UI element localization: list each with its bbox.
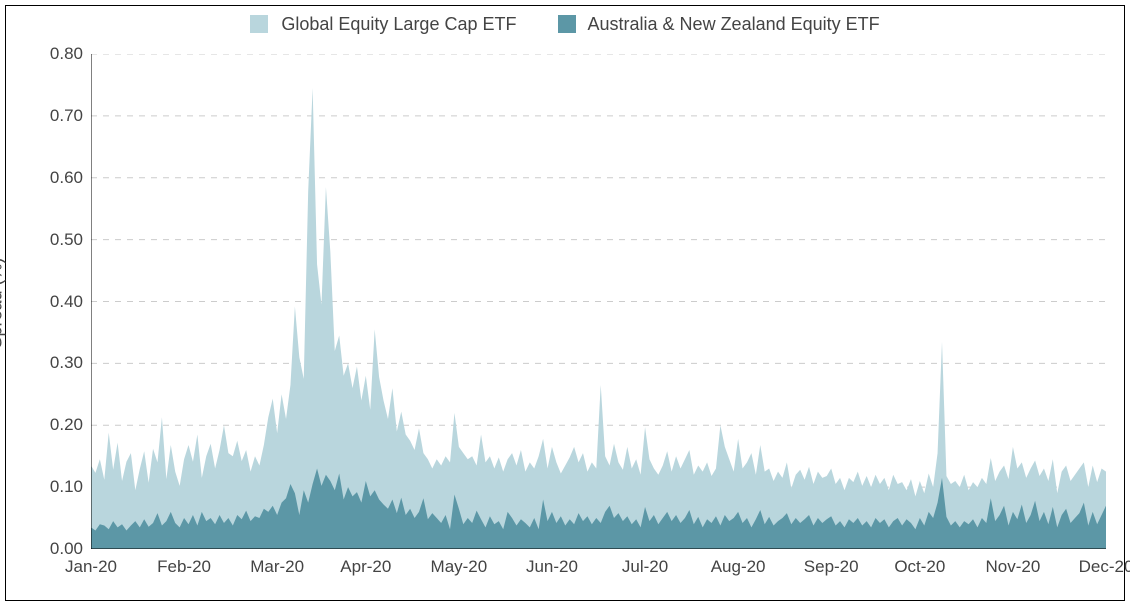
y-tick-label: 0.60 (50, 168, 83, 188)
x-tick-label: Jan-20 (65, 557, 117, 577)
y-tick-label: 0.50 (50, 230, 83, 250)
y-axis-title: Spread (%) (0, 257, 7, 348)
plot-area: 0.000.100.200.300.400.500.600.700.80Jan-… (91, 54, 1106, 549)
area-chart-svg (91, 54, 1106, 549)
y-tick-label: 0.80 (50, 44, 83, 64)
chart-legend: Global Equity Large Cap ETF Australia & … (6, 14, 1124, 35)
x-tick-label: Dec-20 (1079, 557, 1130, 577)
y-tick-label: 0.70 (50, 106, 83, 126)
legend-item-global: Global Equity Large Cap ETF (250, 14, 516, 35)
legend-label-anz: Australia & New Zealand Equity ETF (588, 14, 880, 34)
legend-swatch-anz (558, 15, 576, 33)
x-tick-label: May-20 (431, 557, 488, 577)
legend-item-anz: Australia & New Zealand Equity ETF (558, 14, 880, 35)
y-tick-label: 0.20 (50, 415, 83, 435)
x-tick-label: Feb-20 (157, 557, 211, 577)
y-tick-label: 0.00 (50, 539, 83, 559)
chart-frame: Global Equity Large Cap ETF Australia & … (5, 5, 1125, 601)
y-tick-label: 0.10 (50, 477, 83, 497)
x-tick-label: Mar-20 (250, 557, 304, 577)
legend-swatch-global (250, 15, 268, 33)
x-tick-label: Jun-20 (526, 557, 578, 577)
x-tick-label: Oct-20 (894, 557, 945, 577)
x-tick-label: Apr-20 (340, 557, 391, 577)
legend-label-global: Global Equity Large Cap ETF (281, 14, 516, 34)
y-tick-label: 0.40 (50, 292, 83, 312)
x-tick-label: Sep-20 (804, 557, 859, 577)
x-tick-label: Aug-20 (711, 557, 766, 577)
y-tick-label: 0.30 (50, 353, 83, 373)
x-tick-label: Jul-20 (622, 557, 668, 577)
x-tick-label: Nov-20 (986, 557, 1041, 577)
